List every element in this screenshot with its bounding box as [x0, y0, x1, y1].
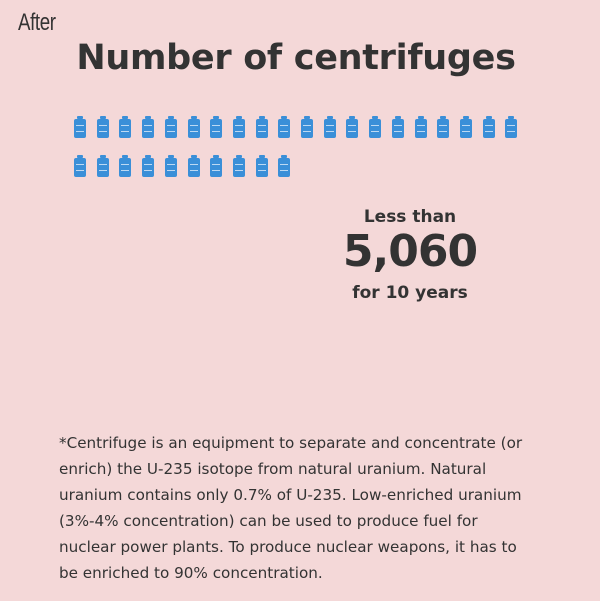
footnote-line: (3%-4% concentration) can be used to pro… — [59, 512, 478, 530]
centrifuge-icon — [187, 116, 200, 138]
page-title: Number of centrifuges — [76, 38, 516, 78]
centrifuge-icon — [210, 155, 223, 177]
centrifuge-icon — [164, 155, 177, 177]
centrifuge-icon — [96, 116, 109, 138]
footnote-line: enrich) the U-235 isotope from natural u… — [59, 460, 487, 478]
centrifuge-icon — [232, 155, 245, 177]
centrifuge-icon — [391, 116, 404, 138]
centrifuge-icon — [255, 155, 268, 177]
footnote: *Centrifuge is an equipment to separate … — [59, 430, 559, 586]
centrifuge-icon — [142, 116, 155, 138]
centrifuge-icon — [210, 116, 223, 138]
section-label: After — [18, 9, 56, 36]
centrifuge-icon — [164, 116, 177, 138]
centrifuge-icon — [74, 155, 86, 177]
stat-suffix: for 10 years — [352, 283, 468, 303]
centrifuge-icon — [323, 116, 336, 138]
centrifuge-icon — [187, 155, 200, 177]
centrifuge-icon — [505, 116, 518, 138]
centrifuge-icon — [278, 116, 291, 138]
centrifuge-icon — [437, 116, 450, 138]
centrifuge-icon — [74, 116, 86, 138]
footnote-line: *Centrifuge is an equipment to separate … — [59, 434, 523, 452]
footnote-line: nuclear power plants. To produce nuclear… — [59, 538, 517, 556]
footnote-line: be enriched to 90% concentration. — [59, 564, 323, 582]
stat-value: 5,060 — [342, 226, 478, 277]
centrifuge-icon — [301, 116, 313, 138]
centrifuge-icon — [459, 116, 472, 138]
centrifuge-icon — [119, 116, 132, 138]
stat-prefix: Less than — [363, 207, 457, 227]
centrifuge-icon-grid — [0, 0, 600, 200]
centrifuge-icon — [142, 155, 155, 177]
centrifuge-icon — [232, 116, 245, 138]
centrifuge-icon — [119, 155, 132, 177]
centrifuge-icon — [346, 116, 359, 138]
centrifuge-icon — [96, 155, 109, 177]
footnote-line: uranium contains only 0.7% of U-235. Low… — [59, 486, 522, 504]
centrifuge-icon — [482, 116, 495, 138]
centrifuge-icon — [278, 155, 291, 177]
centrifuge-icon — [255, 116, 268, 138]
centrifuge-icon — [414, 116, 427, 138]
centrifuge-icon — [369, 116, 382, 138]
